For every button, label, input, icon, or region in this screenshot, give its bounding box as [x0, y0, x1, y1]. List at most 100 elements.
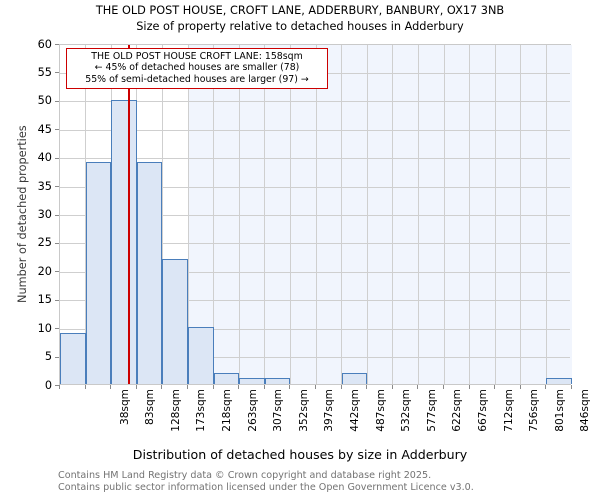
gridline-horizontal: [60, 328, 570, 330]
x-axis-tick-mark: [161, 385, 163, 389]
x-axis-tick-mark: [417, 385, 419, 389]
gridline-vertical: [238, 45, 240, 384]
x-axis-tick-label: 577sqm: [425, 389, 438, 432]
gridline-horizontal: [60, 186, 570, 188]
x-axis-tick-label: 487sqm: [374, 389, 387, 432]
gridline-vertical: [494, 45, 496, 384]
gridline-vertical: [187, 45, 189, 384]
gridline-vertical: [213, 45, 215, 384]
histogram-bar: [546, 378, 572, 384]
gridline-horizontal: [60, 215, 570, 216]
chart-title-block: THE OLD POST HOUSE, CROFT LANE, ADDERBUR…: [0, 3, 600, 35]
y-axis-tick-mark: [55, 271, 59, 273]
y-axis-tick-mark: [55, 242, 59, 244]
x-axis-tick-mark: [110, 385, 112, 389]
x-axis-tick-mark: [468, 385, 470, 389]
y-axis-tick-mark: [55, 186, 59, 188]
y-axis-tick-label: 45: [37, 122, 52, 136]
y-axis-tick-label: 0: [44, 378, 52, 392]
x-axis-tick-mark: [289, 385, 291, 389]
gridline-vertical: [545, 45, 547, 384]
x-axis-tick-mark: [443, 385, 444, 389]
footer-line1: Contains HM Land Registry data © Crown c…: [58, 470, 432, 481]
y-axis-tick-label: 60: [37, 37, 52, 51]
footer-line2: Contains public sector information licen…: [58, 481, 474, 493]
histogram-bar: [162, 258, 188, 384]
x-axis-tick-mark: [84, 385, 86, 389]
x-axis-tick-mark: [238, 385, 240, 389]
y-axis-tick-mark: [55, 100, 59, 102]
y-axis-tick-label: 10: [37, 321, 52, 335]
x-axis-tick-mark: [187, 385, 188, 389]
x-axis-tick-mark: [391, 385, 393, 389]
y-axis-tick-mark: [55, 129, 59, 131]
property-marker-line: [128, 45, 131, 384]
histogram-bar: [111, 99, 137, 384]
y-axis-tick-mark: [55, 385, 59, 386]
gridline-horizontal: [60, 357, 570, 359]
y-axis-tick-label: 40: [37, 151, 52, 165]
histogram-bar: [264, 378, 291, 384]
gridline-horizontal: [60, 243, 570, 245]
x-axis-tick-mark: [59, 385, 60, 389]
plot-area: [59, 44, 572, 385]
x-axis-tick-mark: [571, 385, 572, 389]
gridline-vertical: [392, 45, 394, 384]
y-axis-tick-label: 15: [37, 293, 52, 307]
y-axis-tick-label: 20: [37, 264, 52, 278]
y-axis-tick-mark: [55, 299, 59, 301]
y-axis-tick-mark: [55, 72, 59, 74]
y-axis-tick-mark: [55, 157, 59, 159]
histogram-bar: [239, 378, 265, 384]
x-axis-tick-label: 442sqm: [348, 389, 361, 432]
y-axis-tick-mark: [55, 356, 59, 358]
x-axis-tick-label: 846sqm: [579, 389, 592, 432]
gridline-horizontal: [60, 158, 570, 160]
gridline-horizontal: [60, 300, 570, 302]
x-axis-tick-mark: [545, 385, 547, 389]
gridline-horizontal: [60, 129, 570, 131]
x-axis-tick-mark: [340, 385, 342, 389]
gridline-vertical: [315, 45, 317, 384]
attribution-footer: Contains HM Land Registry data © Crown c…: [58, 470, 588, 493]
y-axis-tick-mark: [55, 214, 59, 216]
gridline-vertical: [443, 45, 445, 384]
y-axis-tick-mark: [55, 44, 59, 45]
x-axis-tick-label: 83sqm: [144, 389, 157, 426]
x-axis-tick-label: 801sqm: [553, 389, 566, 432]
histogram-bar: [213, 372, 240, 384]
x-axis-tick-label: 397sqm: [323, 389, 336, 432]
gridline-vertical: [366, 45, 368, 384]
x-axis-tick-label: 38sqm: [118, 389, 131, 426]
histogram-bar: [136, 162, 163, 384]
x-axis-tick-mark: [135, 385, 137, 389]
property-annotation-box: THE OLD POST HOUSE CROFT LANE: 158sqm ← …: [66, 48, 328, 89]
gridline-vertical: [161, 45, 163, 384]
histogram-bar: [60, 332, 86, 384]
x-axis-tick-label: 756sqm: [528, 389, 541, 432]
y-axis-tick-label: 25: [37, 236, 52, 250]
y-axis-tick-label: 50: [37, 94, 52, 108]
histogram-bar: [85, 162, 112, 384]
histogram-bar: [188, 327, 214, 384]
histogram-bar: [341, 372, 368, 384]
y-axis-tick-label: 30: [37, 208, 52, 221]
y-axis-tick-label: 5: [44, 350, 52, 364]
annotation-line2: ← 45% of detached houses are smaller (78…: [94, 62, 300, 74]
gridline-horizontal: [60, 271, 570, 273]
x-axis-tick-mark: [366, 385, 368, 389]
chart-title-line2: Size of property relative to detached ho…: [136, 20, 464, 33]
x-axis-tick-label: 352sqm: [297, 389, 310, 432]
gridline-vertical: [341, 45, 343, 384]
x-axis-tick-mark: [315, 385, 316, 389]
x-axis-tick-mark: [263, 385, 265, 389]
x-axis-tick-mark: [212, 385, 214, 389]
x-axis-tick-label: 307sqm: [272, 389, 285, 432]
x-axis-tick-label: 218sqm: [220, 389, 233, 432]
x-axis-tick-label: 532sqm: [400, 389, 413, 432]
gridline-vertical: [520, 45, 522, 384]
x-axis-tick-mark: [494, 385, 496, 389]
x-axis-tick-mark: [519, 385, 521, 389]
y-axis-label: Number of detached properties: [16, 124, 29, 303]
